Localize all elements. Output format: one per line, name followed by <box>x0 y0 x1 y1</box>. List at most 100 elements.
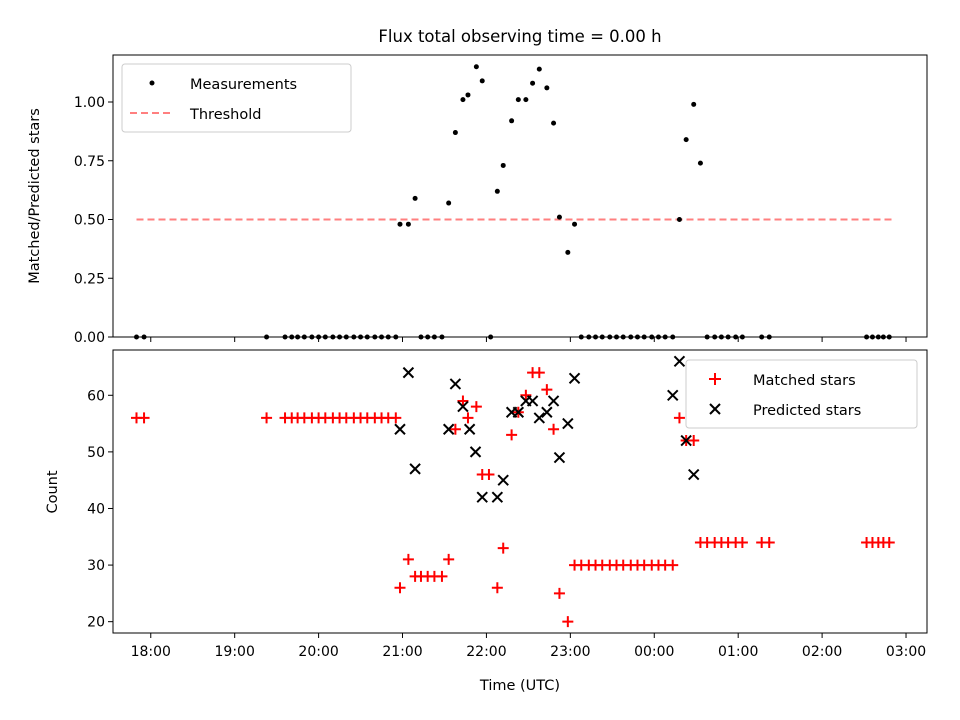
x-tick-label: 01:00 <box>718 644 758 660</box>
measurement-point <box>465 92 471 98</box>
measurement-point <box>556 214 562 220</box>
measurement-point <box>494 188 500 194</box>
matched-star-point <box>553 587 565 599</box>
matched-star-point <box>443 553 455 565</box>
matched-star-point <box>462 412 474 424</box>
top-legend: Measurements Threshold <box>121 63 352 133</box>
measurement-point <box>523 97 529 103</box>
legend-predicted-label: Predicted stars <box>753 403 861 419</box>
legend-matched-marker <box>709 373 721 385</box>
top-y-tick-label: 0.00 <box>74 330 105 346</box>
matched-star-point <box>261 412 273 424</box>
predicted-star-point <box>547 395 560 407</box>
predicted-star-point <box>533 412 546 424</box>
x-tick-label: 18:00 <box>131 644 171 660</box>
matched-star-point <box>390 412 402 424</box>
predicted-star-point <box>562 417 574 430</box>
bottom-y-tick-label: 20 <box>87 615 105 631</box>
predicted-star-point <box>457 400 469 413</box>
bottom-axes-frame <box>112 349 928 634</box>
predicted-star-point <box>541 406 553 418</box>
bottom-legend-box <box>685 359 918 429</box>
measurement-point <box>479 78 485 84</box>
bottom-y-tick-label: 50 <box>87 445 105 461</box>
predicted-star-point <box>469 446 482 458</box>
measurement-point <box>397 221 403 227</box>
top-y-ticks: 0.00 0.25 0.50 0.75 1.00 <box>74 95 113 346</box>
measurement-point <box>676 217 682 222</box>
matched-star-point <box>533 367 545 379</box>
predicted-star-point <box>409 463 421 475</box>
matched-star-point <box>548 423 560 435</box>
matched-star-point <box>394 582 406 594</box>
measurement-point <box>565 249 571 255</box>
measurement-point <box>405 221 411 227</box>
top-y-tick-label: 0.50 <box>74 213 105 229</box>
top-axes-frame <box>112 54 928 338</box>
bottom-y-tick-label: 30 <box>87 558 105 574</box>
predicted-star-point <box>673 355 686 368</box>
x-tick-label: 19:00 <box>215 644 255 660</box>
chart-title: Flux total observing time = 0.00 h <box>378 27 661 46</box>
measurement-point <box>536 66 542 72</box>
predicted-star-point <box>442 423 455 435</box>
predicted-star-point <box>688 468 700 481</box>
predicted-star-point <box>526 395 539 407</box>
measurement-point <box>544 85 550 91</box>
predicted-star-point <box>497 474 509 486</box>
x-tick-label: 00:00 <box>634 644 674 660</box>
predicted-star-point <box>394 423 406 435</box>
measurement-point <box>551 120 557 126</box>
measurement-point <box>412 195 418 201</box>
matched-star-point <box>541 384 553 396</box>
top-panel: 0.00 0.25 0.50 0.75 1.00 Matched/Predicted s… <box>27 54 928 346</box>
measurement-point <box>530 80 536 86</box>
top-y-axis-label: Matched/Predicted stars <box>27 108 43 284</box>
bottom-y-ticks: 20 30 40 50 60 <box>87 388 113 631</box>
legend-measurements-label: Measurements <box>190 77 297 93</box>
matched-star-point <box>491 582 503 594</box>
predicted-star-point <box>512 406 525 418</box>
x-tick-label: 23:00 <box>550 644 590 660</box>
bottom-y-axis-label: Count <box>45 470 61 513</box>
predicted-star-point <box>449 378 462 390</box>
matched-star-point <box>688 435 700 447</box>
matched-star-point <box>667 559 679 571</box>
matched-star-point <box>497 542 509 554</box>
legend-threshold-label: Threshold <box>189 107 261 123</box>
top-legend-box <box>121 63 352 133</box>
matched-star-point <box>436 570 448 582</box>
x-tick-label: 20:00 <box>298 644 338 660</box>
measurement-point <box>452 130 458 136</box>
bottom-panel: 20 30 40 50 60 18:00 19:00 20:00 21:00 22:00 23:0… <box>45 349 928 694</box>
predicted-star-point <box>402 366 415 379</box>
legend-predicted-marker <box>709 403 721 415</box>
x-axis-label: Time (UTC) <box>479 678 560 694</box>
predicted-star-point <box>491 491 504 503</box>
top-y-tick-label: 1.00 <box>74 95 105 111</box>
measurement-point <box>500 162 506 168</box>
matched-star-point <box>402 553 414 565</box>
measurement-point <box>509 118 515 124</box>
predicted-star-point <box>476 491 488 503</box>
matched-star-point <box>449 423 461 435</box>
predicted-star-point <box>667 389 679 401</box>
measurement-point <box>446 200 452 206</box>
predicted-star-point <box>553 451 566 464</box>
measurement-point <box>460 97 466 103</box>
bottom-x-ticks: 18:00 19:00 20:00 21:00 22:00 23:00 00:00 01:00… <box>131 633 926 660</box>
measurement-point <box>572 221 578 227</box>
measurement-point <box>515 97 521 103</box>
legend-matched-label: Matched stars <box>753 373 856 389</box>
legend-measurements-marker <box>149 80 155 86</box>
matched-star-point <box>763 536 775 548</box>
measurement-point <box>697 160 703 166</box>
top-y-tick-label: 0.75 <box>74 154 105 170</box>
x-tick-label: 02:00 <box>802 644 842 660</box>
matched-star-point <box>483 469 495 481</box>
matched-star-point <box>883 536 895 548</box>
matched-star-point <box>470 401 482 413</box>
bottom-y-tick-label: 60 <box>87 388 105 404</box>
bottom-y-tick-label: 40 <box>87 501 105 517</box>
top-x-ticks <box>150 337 907 342</box>
